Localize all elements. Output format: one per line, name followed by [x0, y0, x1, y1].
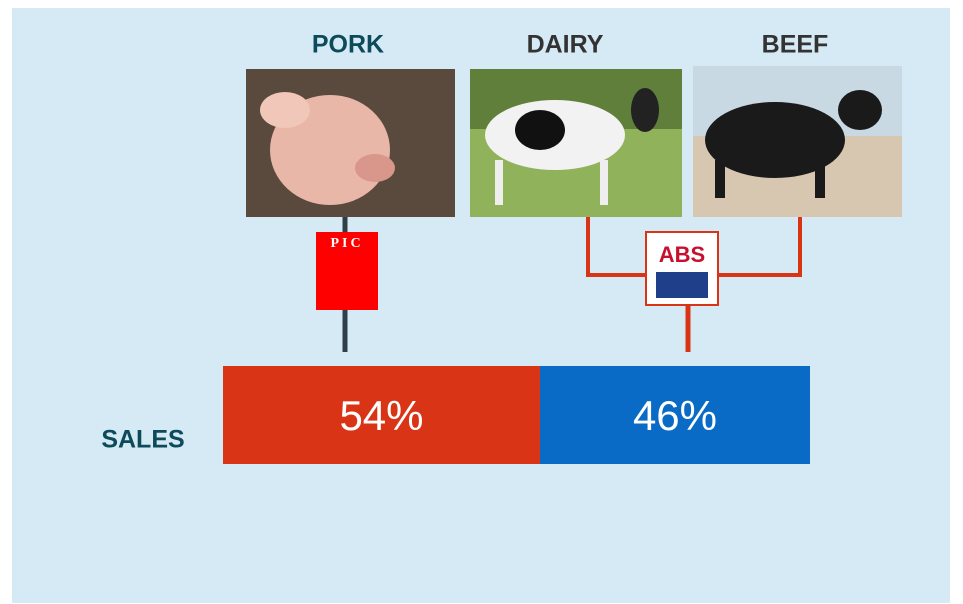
pig-photo: [246, 69, 455, 217]
pic-logo-text: PIC: [330, 236, 363, 251]
bull-photo: [693, 66, 902, 217]
sales-value-label: 46%: [633, 392, 717, 439]
sales-bar: 54% 46%: [223, 366, 810, 464]
sales-value-label: 54%: [339, 392, 423, 439]
cow-photo: [470, 69, 682, 217]
pic-logo: [316, 232, 378, 310]
sales-segment: [223, 366, 540, 464]
dairy-heading: DAIRY: [527, 31, 604, 59]
sales-label: SALES: [101, 426, 184, 454]
sales-segment: [539, 366, 810, 464]
pork-heading: PORK: [312, 31, 384, 59]
beef-heading: BEEF: [762, 31, 829, 59]
abs-logo-text: ABS: [659, 242, 705, 267]
abs-logo-band: [656, 272, 708, 298]
